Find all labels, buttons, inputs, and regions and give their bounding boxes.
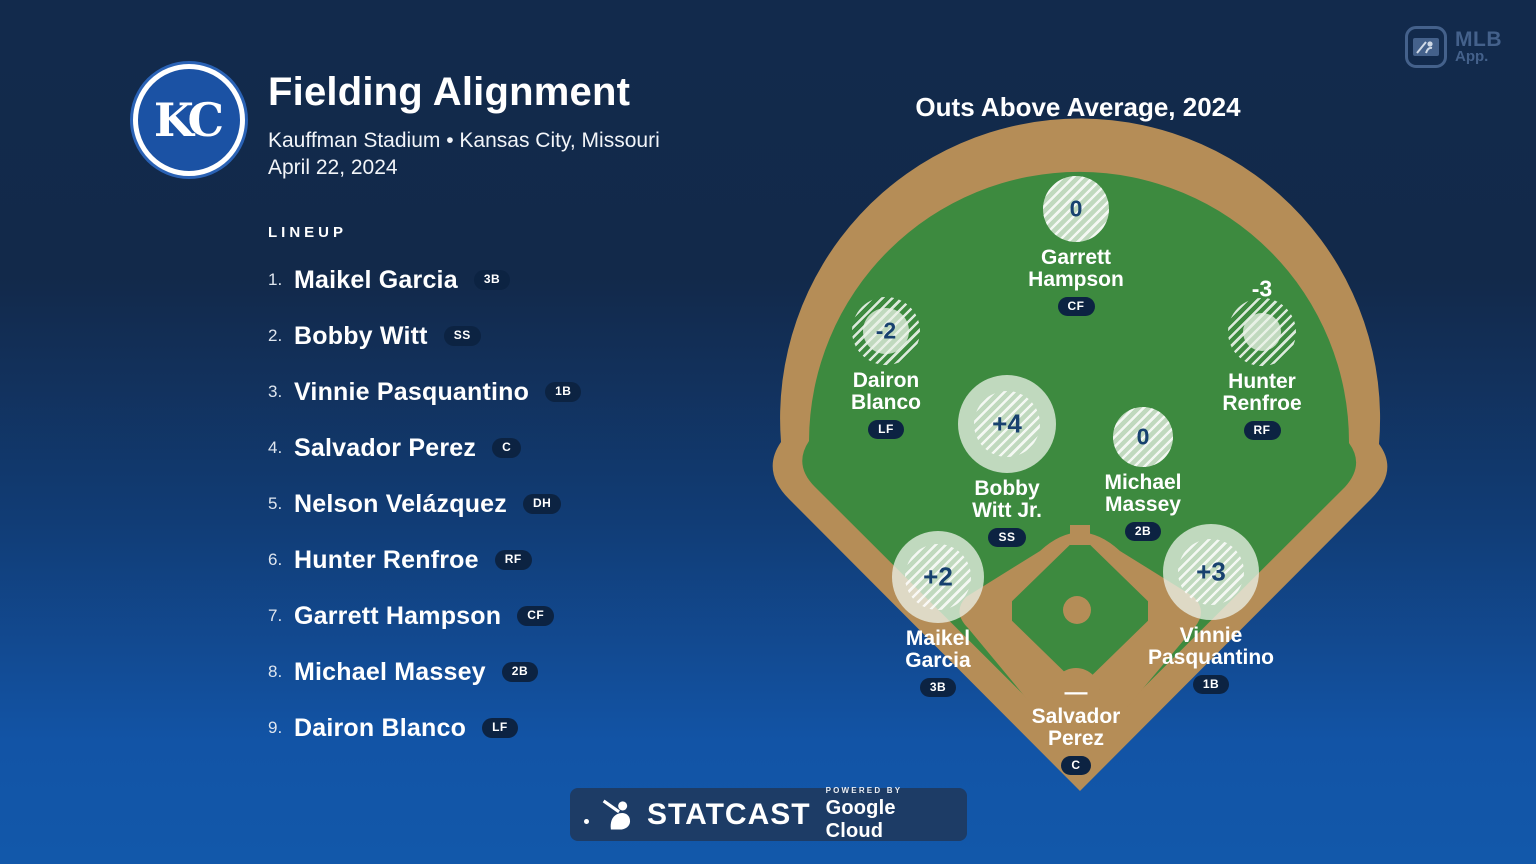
lineup-item: 9. Dairon Blanco LF [268,700,581,756]
date-line: April 22, 2024 [268,156,398,180]
lineup-order: 7. [268,606,283,625]
position-badge: RF [1243,420,1281,441]
lineup-item: 8. Michael Massey 2B [268,644,581,700]
lineup-item: 2. Bobby Witt SS [268,308,581,364]
fielder-label: Hunter Renfroe RF [1132,370,1392,441]
fielder-label: Michael Massey 2B [1013,471,1273,542]
lineup-player-name: Nelson Velázquez [294,489,507,518]
google-cloud-label: Google Cloud [825,797,896,842]
fielder-name: Garrett Hampson [1028,246,1124,292]
lineup-item: 3. Vinnie Pasquantino 1B [268,364,582,420]
lineup-position-badge: RF [494,550,532,570]
fielder-name: Hunter Renfroe [1222,370,1302,416]
fielder-label: Maikel Garcia 3B [808,627,1068,698]
lineup-player-name: Salvador Perez [294,433,477,462]
lineup-player-name: Hunter Renfroe [294,545,479,574]
lineup-player-name: Maikel Garcia [294,265,458,294]
lineup-order: 3. [268,382,283,401]
statcast-wordmark: STATCAST [647,797,811,831]
lineup-player-name: Dairon Blanco [294,713,467,742]
lineup-player-name: Vinnie Pasquantino [294,377,530,406]
position-badge: CF [1057,296,1095,317]
lineup-position-badge: LF [482,718,518,738]
lineup-player-name: Garrett Hampson [294,601,502,630]
lineup-player-name: Bobby Witt [294,321,428,350]
powered-by-label: POWERED BY [825,786,903,795]
oaa-circle [1243,313,1281,351]
powered-by-block: POWERED BY Google Cloud [826,786,953,843]
oaa-value: +2 [923,561,953,592]
fielder-name: Salvador Perez [1031,705,1121,751]
batter-icon [602,799,630,830]
oaa-value: — [1064,678,1088,705]
lineup-position-badge: 3B [473,270,511,290]
position-badge: 1B [1192,674,1230,695]
oaa-value: -3 [1251,275,1273,302]
lineup-item: 5. Nelson Velázquez DH [268,476,581,532]
position-badge: C [1061,755,1091,776]
oaa-value: -2 [875,317,897,344]
lineup-order: 5. [268,494,283,513]
position-badge: 3B [919,677,957,698]
lineup-order: 2. [268,326,283,345]
lineup-order: 4. [268,438,283,457]
fielder-label: Vinnie Pasquantino 1B [1081,624,1341,695]
lineup-item: 4. Salvador Perez C [268,420,581,476]
lineup-position-badge: C [492,438,522,458]
mlb-app-label: MLB [1455,27,1502,51]
lineup-position-badge: CF [517,606,555,626]
mlb-app-logo: MLB App. [1405,26,1502,68]
fielder-name: Maikel Garcia [905,627,971,673]
lineup-heading: LINEUP [268,224,348,241]
position-badge: LF [868,419,904,440]
statcast-dot [584,819,589,824]
page-title: Fielding Alignment [268,70,631,114]
lineup-order: 8. [268,662,283,681]
lineup-item: 7. Garrett Hampson CF [268,588,581,644]
fielder-name: Michael Massey [1104,471,1182,517]
lineup-position-badge: DH [523,494,562,514]
lineup-position-badge: SS [443,326,481,346]
lineup-order: 1. [268,270,283,289]
mlb-app-icon [1405,26,1447,68]
royals-logo-letters: KC [153,93,224,147]
royals-logo: KC [133,64,245,176]
lineup-position-badge: 1B [545,382,582,402]
fielder-name: Dairon Blanco [850,369,921,415]
lineup-player-name: Michael Massey [294,657,486,686]
header: Fielding Alignment Kauffman Stadium • Ka… [268,70,660,182]
lineup-order: 9. [268,718,283,737]
oaa-heading: Outs Above Average, 2024 [915,92,1241,122]
oaa-value: 0 [1069,195,1083,222]
lineup-position-badge: 2B [501,662,539,682]
fielder-label: Salvador Perez C [946,705,1206,776]
statcast-logo: STATCAST POWERED BY Google Cloud [570,786,967,843]
oaa-value: +3 [1196,556,1226,587]
venue-line: Kauffman Stadium • Kansas City, Missouri [268,129,660,152]
mlb-batter-icon [1413,38,1439,56]
fielder-label: Garrett Hampson CF [946,246,1206,317]
fielder-name: Vinnie Pasquantino [1147,624,1274,670]
lineup-order: 6. [268,550,283,569]
fielder-label: Dairon Blanco LF [756,369,1016,440]
mlb-app-sublabel: App. [1455,47,1489,65]
lineup-item: 1. Maikel Garcia 3B [268,252,581,308]
lineup-list: 1. Maikel Garcia 3B 2. Bobby Witt SS 3. … [268,252,582,756]
oaa-value: 0 [1136,423,1150,450]
oaa-value: +4 [992,408,1022,439]
position-badge: 2B [1124,521,1162,542]
lineup-item: 6. Hunter Renfroe RF [268,532,581,588]
